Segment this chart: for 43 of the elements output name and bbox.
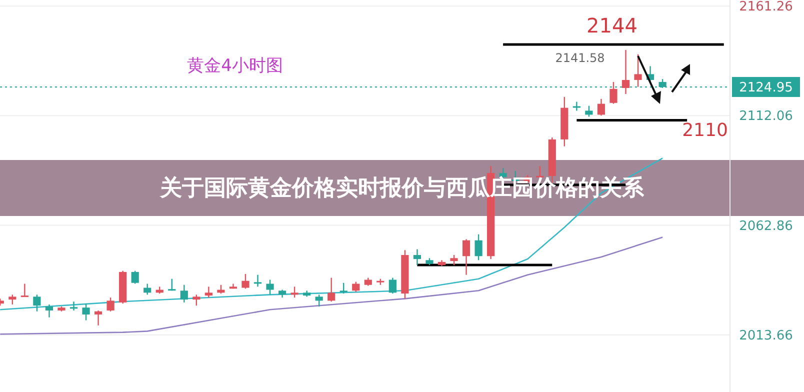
line-series [0, 157, 664, 310]
candlestick [94, 310, 102, 326]
candlestick [315, 294, 323, 308]
line-series [0, 236, 664, 335]
candlestick [192, 294, 200, 306]
annotation: 2144 [586, 14, 638, 38]
candlestick [572, 101, 580, 112]
candlestick [462, 238, 470, 276]
candlestick [254, 274, 262, 288]
candlestick [352, 281, 360, 292]
candlestick [610, 81, 618, 104]
candlestick [290, 286, 298, 298]
candlestick [388, 277, 396, 294]
ref-line-label: 2124.95 [739, 80, 793, 96]
candlestick [585, 105, 593, 118]
candlestick [340, 282, 348, 294]
candlestick [242, 273, 250, 290]
candlestick [413, 248, 421, 266]
candlestick [328, 277, 336, 302]
text: 黄金4小时图 [187, 56, 283, 76]
candlestick [8, 294, 16, 306]
y-tick-label: 2013.66 [739, 328, 793, 344]
candlestick [622, 49, 630, 95]
y-tick-label: 2161.26 [739, 0, 793, 15]
candlestick [131, 270, 139, 284]
candlestick [266, 279, 274, 296]
candlestick [20, 283, 28, 298]
annotation: 2110 [682, 120, 728, 141]
candlestick [33, 294, 41, 312]
annotation: 2141.58 [555, 51, 605, 65]
candlestick [45, 304, 54, 318]
candlestick [450, 254, 458, 266]
candlestick [144, 283, 152, 296]
y-tick-label: 2062.86 [739, 218, 793, 234]
candlestick [597, 98, 605, 116]
candlestick [474, 234, 482, 261]
candlestick [634, 54, 642, 88]
y-tick-label: 2112.06 [739, 109, 793, 124]
candlestick [204, 286, 212, 298]
candlestick [82, 302, 90, 321]
candlestick [180, 284, 188, 304]
candlestick [70, 300, 78, 312]
candlestick [106, 296, 114, 312]
